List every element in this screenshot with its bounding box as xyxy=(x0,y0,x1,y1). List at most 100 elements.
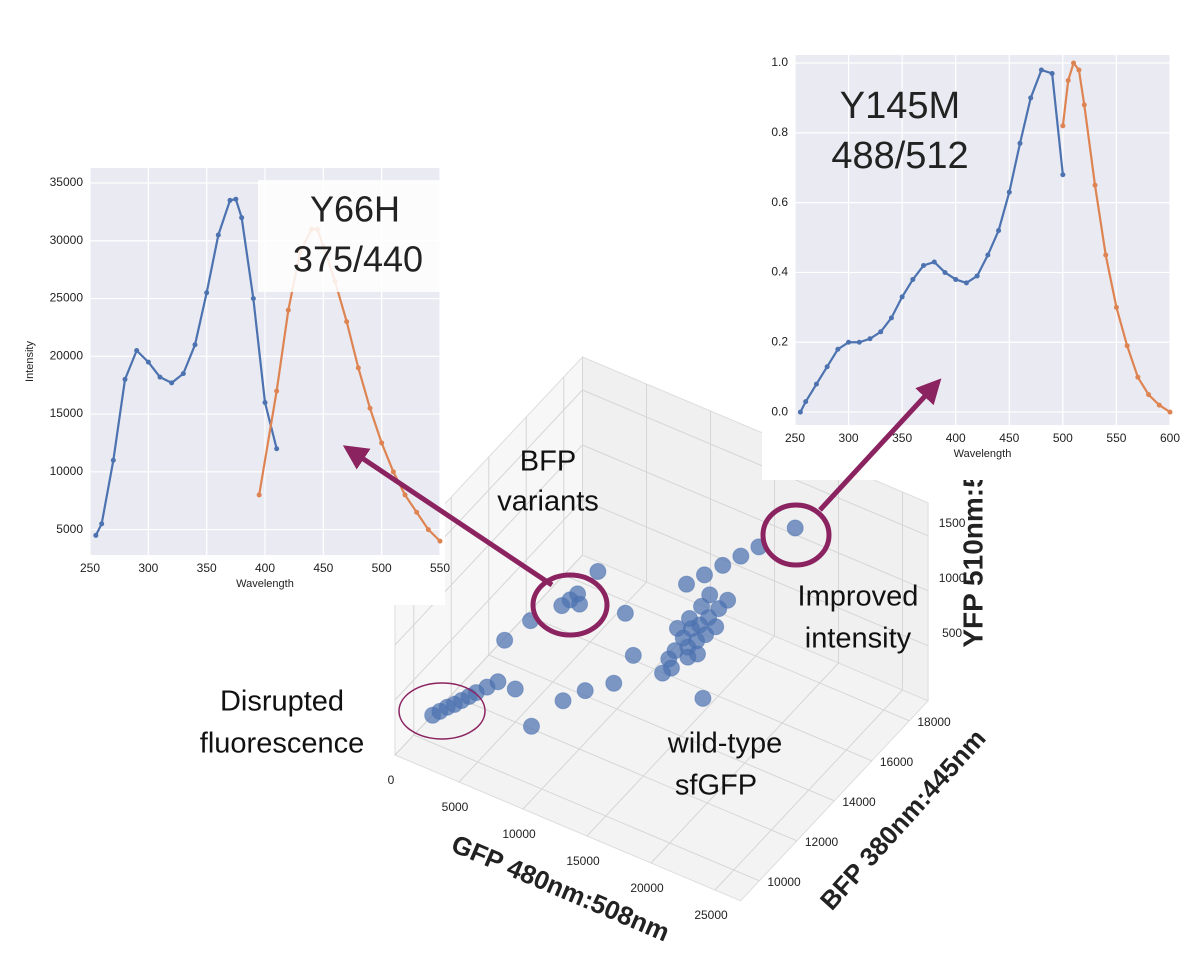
point xyxy=(506,680,524,698)
point xyxy=(668,619,686,637)
point xyxy=(522,717,540,735)
x-tick-label: 550 xyxy=(430,561,450,575)
x-tick-label: 300 xyxy=(839,431,859,445)
x-tick-label: 0 xyxy=(388,773,395,787)
data-point xyxy=(996,228,1002,234)
annotation: Improved xyxy=(798,581,919,613)
x-tick-label: 400 xyxy=(946,431,966,445)
inset-label: Y66H xyxy=(310,189,400,230)
point xyxy=(707,618,725,636)
data-point xyxy=(402,492,408,498)
data-point xyxy=(1038,67,1044,73)
x-tick-label: 15000 xyxy=(566,854,600,868)
data-point xyxy=(835,346,841,352)
grid-line xyxy=(582,389,929,537)
data-point xyxy=(1135,374,1141,380)
point xyxy=(680,609,698,627)
data-point xyxy=(355,365,361,371)
data-point xyxy=(1113,304,1119,310)
annotation: BFP xyxy=(520,446,576,478)
data-point xyxy=(867,336,873,342)
data-point xyxy=(1124,343,1130,349)
data-point xyxy=(379,440,385,446)
point xyxy=(553,597,571,615)
point xyxy=(496,631,514,649)
y-tick-label: 0.2 xyxy=(771,334,788,348)
x-axis-label: Wavelength xyxy=(954,448,1012,460)
y-tick-label: 12000 xyxy=(805,835,839,849)
data-point xyxy=(824,364,830,370)
y-tick-label: 0.4 xyxy=(771,265,788,279)
grid-line xyxy=(394,499,583,701)
y-tick-label: 5000 xyxy=(56,522,83,536)
data-point xyxy=(931,259,937,265)
data-point xyxy=(367,405,373,411)
x-tick-label: 550 xyxy=(1106,431,1126,445)
data-point xyxy=(1060,172,1066,178)
data-point xyxy=(437,538,443,544)
data-point xyxy=(803,399,809,405)
data-point xyxy=(110,457,116,463)
point xyxy=(589,563,607,580)
data-point xyxy=(888,315,894,321)
annotation: wild-type xyxy=(667,728,782,760)
data-point xyxy=(93,532,99,538)
series-line xyxy=(94,197,278,536)
inset-y145m: 0.0 0.2 0.4 0.6 0.8 1.0 250 300 350 400 450 500 550 6… xyxy=(762,45,1180,480)
highlight-ring xyxy=(530,572,610,638)
data-point xyxy=(1060,123,1066,129)
point xyxy=(605,674,623,692)
data-point xyxy=(942,269,948,275)
data-point xyxy=(250,296,256,302)
annotation: Disrupted xyxy=(220,686,344,718)
data-point xyxy=(797,409,803,415)
x-tick-label: 10000 xyxy=(502,827,536,841)
point xyxy=(678,575,696,593)
x-tick-label: 350 xyxy=(197,561,217,575)
y-tick-label: 0.8 xyxy=(771,125,788,139)
data-point xyxy=(204,290,210,296)
inset-label: 375/440 xyxy=(293,239,423,280)
point xyxy=(654,664,672,682)
data-point xyxy=(256,492,262,498)
x-tick-label: 25000 xyxy=(694,908,728,922)
z-tick-label: 1000 xyxy=(939,571,966,585)
data-point xyxy=(974,273,980,279)
data-point xyxy=(157,374,163,380)
grid-line xyxy=(582,499,929,647)
annotation: fluorescence xyxy=(200,728,364,760)
data-point xyxy=(227,197,233,203)
y-tick-label: 0.6 xyxy=(771,195,788,209)
data-point xyxy=(145,359,151,365)
data-point xyxy=(1146,392,1152,398)
data-point xyxy=(1049,71,1055,76)
annotation: intensity xyxy=(805,623,912,655)
data-point xyxy=(856,339,862,345)
point xyxy=(719,591,737,609)
y-axis-label: Intensity xyxy=(24,341,36,382)
x-tick-label: 300 xyxy=(138,561,158,575)
data-point xyxy=(274,446,280,452)
arrow xyxy=(818,378,942,512)
data-point xyxy=(846,339,852,345)
data-point xyxy=(1071,60,1077,66)
data-point xyxy=(262,400,268,406)
point xyxy=(701,586,719,604)
y-tick-label: 16000 xyxy=(880,755,914,769)
y-tick-label: 25000 xyxy=(50,291,84,305)
data-point xyxy=(1092,182,1098,188)
y-tick-label: 35000 xyxy=(50,175,84,189)
x-tick-label: 5000 xyxy=(442,800,469,814)
x-tick-label: 400 xyxy=(255,561,275,575)
data-point xyxy=(99,521,105,527)
plot-area xyxy=(795,55,1170,425)
data-point xyxy=(239,215,245,221)
point xyxy=(695,566,713,584)
arrow xyxy=(342,445,554,588)
data-point xyxy=(215,232,221,238)
point xyxy=(786,519,804,537)
data-point xyxy=(910,276,916,282)
data-point xyxy=(233,196,239,202)
data-point xyxy=(414,509,420,515)
data-point xyxy=(1065,77,1071,83)
